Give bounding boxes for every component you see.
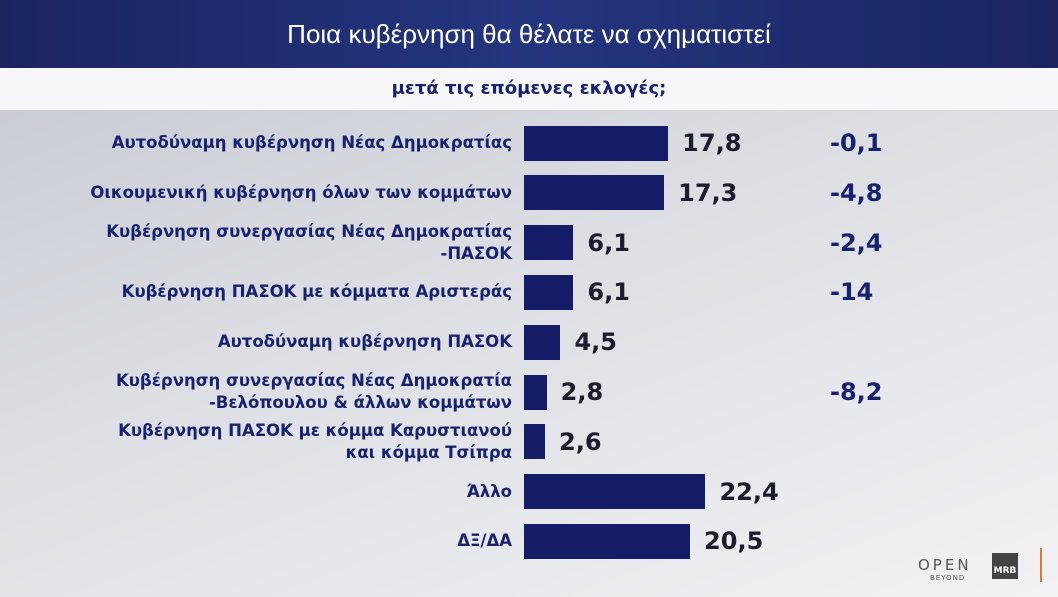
bar [524,424,546,460]
channel-tagline: BEYOND [930,574,966,582]
change-label: -0,1 [830,129,883,157]
bar [524,324,561,360]
pollster-logo: MRB [992,553,1018,579]
category-label: Άλλο [466,481,512,501]
chart-title: Ποια κυβέρνηση θα θέλατε να σχηματιστεί [0,0,1058,68]
accent-line [1040,548,1042,582]
value-label: 4,5 [574,328,617,357]
bar [524,225,574,261]
change-label: -8,2 [830,378,883,406]
bar [524,374,547,410]
category-label: Κυβέρνηση συνεργασίας Νέας Δημοκρατίας -… [106,221,512,263]
value-label: 22,4 [719,477,779,506]
value-label: 2,6 [559,427,602,456]
change-label: -14 [830,278,874,307]
bar [524,125,669,161]
value-label: 17,8 [682,129,742,157]
category-label: Αυτοδύναμη κυβέρνηση Νέας Δημοκρατίας [111,133,512,152]
value-label: 17,3 [678,178,738,207]
value-label: 6,1 [587,278,630,307]
bar [524,274,574,310]
category-label: Κυβέρνηση ΠΑΣΟΚ με κόμμα Καρυστιανού και… [118,420,512,462]
value-label: 6,1 [587,228,630,257]
channel-logo: OPEN [918,556,972,574]
bar [524,474,706,510]
change-label: -2,4 [830,228,883,257]
category-label: Αυτοδύναμη κυβέρνηση ΠΑΣΟΚ [217,332,512,352]
change-label: -4,8 [830,178,883,207]
bar [524,523,691,559]
category-label: Κυβέρνηση συνεργασίας Νέας Δημοκρατία -Β… [115,371,512,412]
bar [524,175,665,211]
value-label: 2,8 [560,378,604,406]
category-label: ΔΞ/ΔΑ [457,531,512,551]
chart-subtitle: μετά τις επόμενες εκλογές; [0,68,1058,110]
category-label: Οικουμενική κυβέρνηση όλων των κομμάτων [90,182,512,202]
value-label: 20,5 [704,527,764,556]
category-label: Κυβέρνηση ΠΑΣΟΚ με κόμματα Αριστεράς [121,282,512,302]
